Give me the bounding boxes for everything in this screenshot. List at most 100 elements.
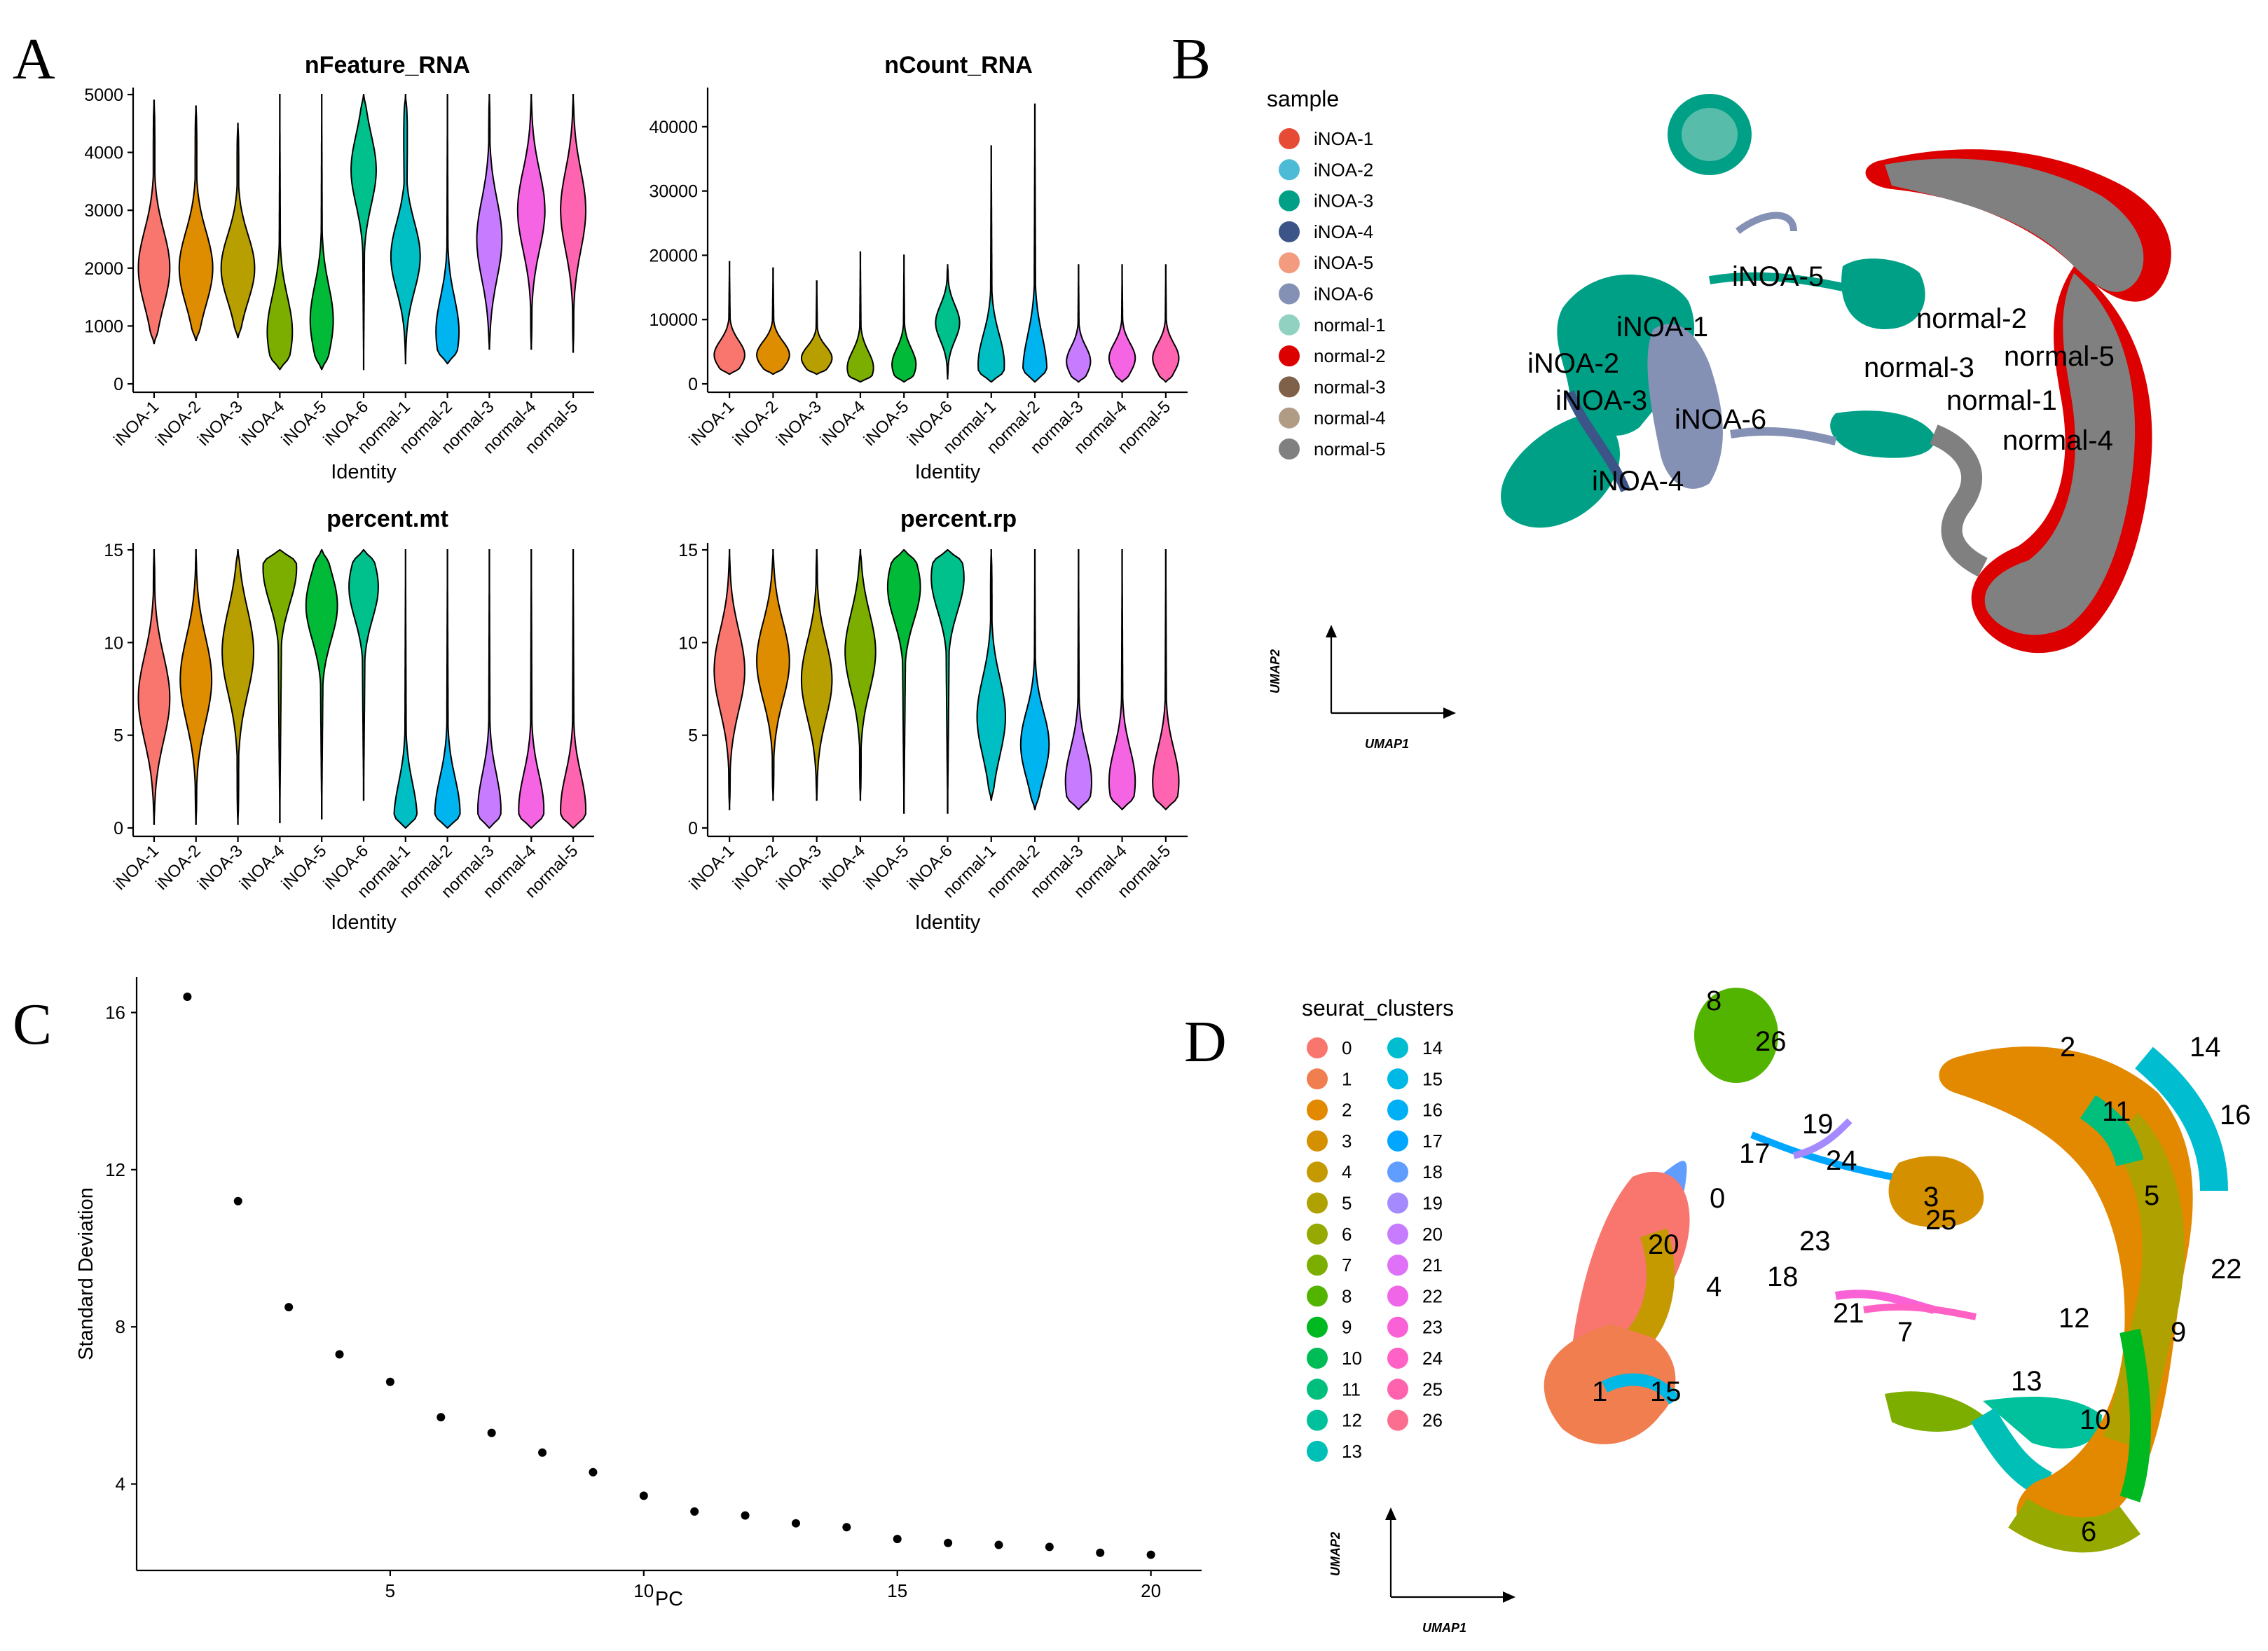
legend-swatch [1307,1223,1328,1245]
pc-point [741,1511,750,1520]
umap-cluster-label: 20 [1648,1229,1679,1260]
y-tick-label: 4 [116,1474,125,1495]
legend-label: 26 [1422,1410,1443,1431]
legend-label: 12 [1342,1410,1362,1431]
legend-swatch [1387,1161,1408,1183]
x-axis-label: PC [655,1588,683,1610]
legend-label: 0 [1342,1037,1352,1058]
y-tick-label: 0 [688,819,698,838]
legend-label: 11 [1342,1379,1361,1400]
x-tick-label: 10 [633,1580,654,1601]
violin-iNOA-4 [846,251,874,383]
pc-point [487,1428,496,1437]
violin-iNOA-5 [309,94,334,371]
violin-iNOA-2 [756,267,790,375]
legend-swatch [1387,1223,1408,1245]
violin-plot-percent-rp: percent.rp 0 5 10 15 iNOA-1iNOA-2iNOA-3iNOA-4… [678,506,1188,934]
violin-normal-1 [977,145,1005,383]
legend-label: 24 [1422,1348,1443,1369]
legend-swatch [1279,159,1300,181]
legend-label: 13 [1342,1441,1362,1462]
umap-sample-label: normal-1 [1946,385,2057,416]
umap-sample-plot: iNOA-1 iNOA-2 iNOA-3 iNOA-4 iNOA-5 iNOA-6 norm… [1267,86,2171,751]
umap-sample-label: iNOA-5 [1732,261,1824,292]
violin-iNOA-1 [137,549,171,825]
umap-cluster-label: 4 [1706,1271,1721,1302]
violin-title: nFeature_RNA [305,52,470,78]
y-tick-label: 5 [688,726,698,746]
legend-swatch [1387,1130,1408,1152]
x-tick-label: iNOA-5 [278,397,331,450]
x-axis-label: Identity [331,461,397,483]
y-tick-label: 10 [678,633,698,653]
umap-cluster-label: 13 [2011,1366,2042,1397]
legend-label: 21 [1422,1255,1443,1276]
x-tick-label: iNOA-3 [773,397,825,450]
x-axis-label: Identity [915,911,981,934]
pc-point [791,1519,800,1528]
umap-sample-axes: UMAP1 UMAP2 [1268,625,1456,751]
x-tick-label: iNOA-1 [110,397,163,450]
y-tick-label: 5 [114,726,123,746]
umap-cluster-label: 7 [1897,1317,1913,1348]
violin-iNOA-6 [935,264,961,380]
umap-cluster-label: 0 [1710,1183,1725,1214]
x-tick-label: iNOA-5 [278,841,331,894]
legend-label: iNOA-3 [1314,191,1373,212]
x-tick-label: iNOA-3 [194,841,247,894]
x-tick-label: iNOA-5 [860,841,913,894]
violin-iNOA-1 [137,99,171,345]
umap-sample-label: iNOA-3 [1555,385,1647,416]
legend-label: 7 [1342,1255,1352,1276]
legend-swatch [1307,1037,1328,1058]
y-axis-label: Standard Deviation [75,1187,97,1360]
umap-cluster-label: 3 [1923,1182,1939,1213]
y-tick-label: 40000 [649,118,698,137]
violin-plot-percent-mt: percent.mt 0 5 10 15 iNOA-1iNOA-2iNOA-3iNOA-4… [104,506,594,934]
legend-swatch [1279,345,1300,367]
y-tick-label: 15 [104,541,123,560]
violin-normal-4 [1108,264,1136,383]
legend-swatch [1307,1130,1328,1152]
legend-swatch [1279,221,1300,242]
x-tick-label: iNOA-1 [686,397,738,450]
violin-normal-5 [1152,549,1180,810]
x-tick-label: 15 [887,1580,907,1601]
violin-iNOA-5 [886,549,921,814]
pc-point [1096,1548,1105,1557]
y-tick-label: 30000 [649,182,698,202]
y-tick-label: 0 [114,819,123,838]
pc-point [690,1507,699,1516]
y-tick-label: 4000 [84,144,123,163]
legend-label: iNOA-4 [1314,221,1373,242]
violin-iNOA-4 [844,549,877,801]
umap-cluster-label: 14 [2190,1032,2221,1063]
umap-cluster-label: 16 [2220,1100,2251,1131]
violin-iNOA-2 [179,549,213,825]
violin-title: nCount_RNA [884,52,1033,78]
violin-normal-5 [560,549,587,829]
umap-sample-legend: sample iNOA-1 iNOA-2 iNOA-3 iNOA-4 iNOA-5 iNO… [1267,86,1386,460]
umap-sample-label: iNOA-6 [1675,404,1766,435]
y-tick-label: 5000 [84,85,123,105]
violin-normal-4 [516,94,546,350]
umap-cluster-label: 9 [2171,1317,2186,1348]
violin-iNOA-3 [221,549,255,825]
violin-iNOA-5 [891,254,917,383]
panel-letter-d: D [1184,1009,1227,1075]
legend-label: normal-2 [1314,345,1386,366]
legend-label: 2 [1342,1100,1352,1121]
legend-label: 22 [1422,1285,1443,1306]
legend-swatch [1387,1316,1408,1338]
umap-d-ylabel: UMAP2 [1328,1532,1342,1576]
legend-swatch [1307,1348,1328,1369]
pc-point [538,1448,547,1457]
violin-title: percent.mt [327,506,448,532]
x-tick-label: iNOA-1 [686,841,738,894]
umap-sample-point-cloud [1501,94,2171,654]
umap-sample-label: iNOA-2 [1527,348,1619,379]
legend-swatch [1387,1037,1408,1058]
violin-iNOA-4 [266,94,294,371]
umap-cluster-plot: 0123456789101112131415161718192021222324… [1302,986,2251,1635]
legend-label: 4 [1342,1161,1352,1182]
